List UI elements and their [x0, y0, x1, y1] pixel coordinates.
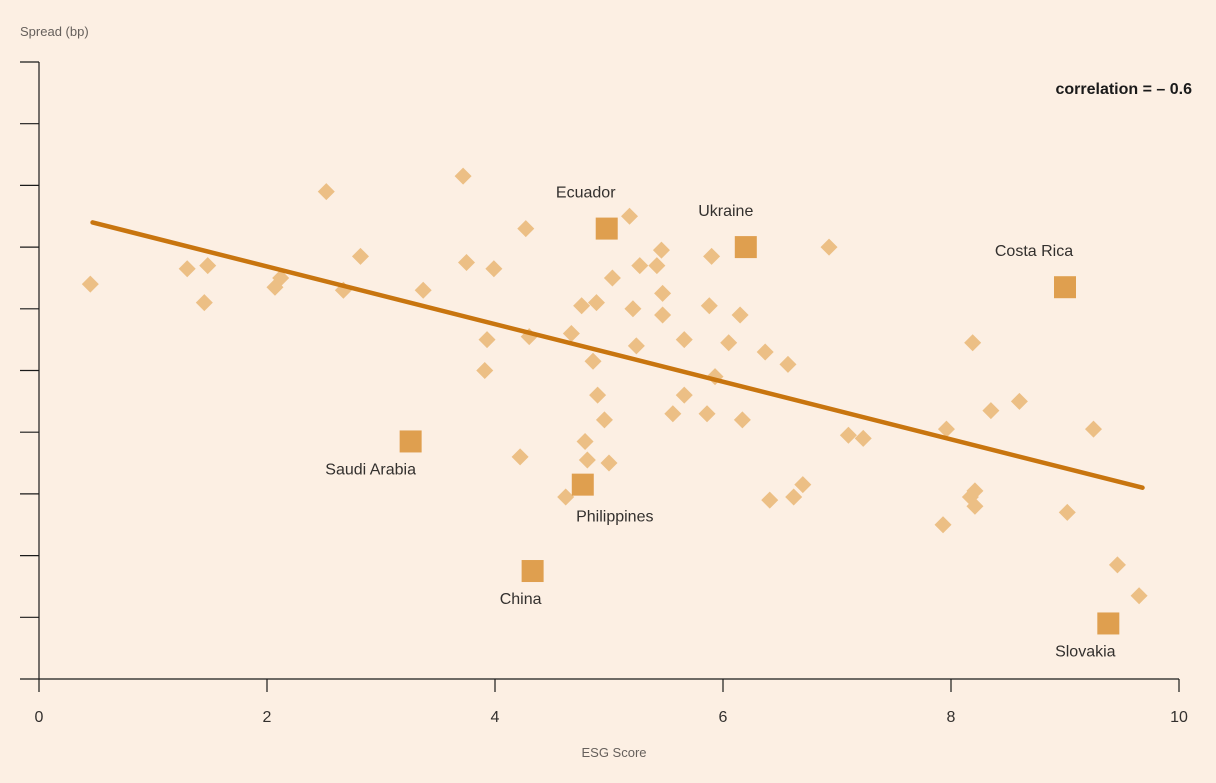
- country-label-ecuador: Ecuador: [556, 185, 616, 202]
- country-label-saudi-arabia: Saudi Arabia: [325, 461, 416, 478]
- data-point: [584, 352, 602, 370]
- data-point: [731, 306, 749, 324]
- data-point: [414, 281, 432, 299]
- data-point: [703, 247, 721, 265]
- data-point: [458, 254, 475, 272]
- data-point: [982, 402, 1000, 420]
- highlighted-points: Ecuador Ukraine Costa Rica Saudi Arabia Phil…: [325, 185, 1120, 660]
- data-point: [1085, 420, 1102, 438]
- data-point: [562, 324, 580, 342]
- highlight-marker-china: [521, 560, 544, 583]
- data-point: [195, 294, 213, 312]
- x-tick-label: 8: [947, 709, 956, 726]
- data-points: [81, 167, 1148, 605]
- x-axis-title: ESG Score: [581, 745, 646, 760]
- data-point: [272, 269, 290, 287]
- data-point: [654, 284, 672, 302]
- data-point: [937, 420, 955, 438]
- x-tick-label: 2: [263, 709, 272, 726]
- correlation-annotation: correlation = – 0.6: [1055, 81, 1192, 98]
- data-point: [587, 294, 605, 312]
- data-point: [652, 241, 670, 259]
- data-point: [81, 275, 99, 293]
- data-point: [720, 334, 738, 352]
- data-point: [178, 260, 196, 278]
- data-point: [675, 386, 693, 404]
- country-label-china: China: [500, 591, 542, 608]
- data-point: [1010, 392, 1028, 410]
- data-point: [631, 257, 649, 275]
- data-point: [648, 257, 666, 275]
- data-point: [573, 297, 591, 315]
- x-tick-label: 10: [1170, 709, 1188, 726]
- data-point: [485, 260, 503, 278]
- data-point: [351, 247, 369, 265]
- data-point: [199, 257, 217, 275]
- data-point: [654, 306, 672, 324]
- data-point: [476, 362, 494, 379]
- data-point: [576, 432, 594, 450]
- data-point: [1130, 587, 1148, 605]
- data-point: [779, 355, 797, 373]
- data-point: [934, 516, 952, 534]
- data-point: [603, 269, 621, 287]
- trend-line: [90, 220, 1145, 490]
- highlight-marker-saudi-arabia: [399, 430, 422, 453]
- data-point: [317, 183, 335, 201]
- highlight-marker-ukraine: [734, 236, 757, 259]
- country-label-philippines: Philippines: [576, 509, 653, 526]
- trend-line-group: [90, 220, 1145, 490]
- y-axis-title: Spread (bp): [20, 24, 89, 39]
- data-point: [621, 207, 639, 225]
- country-label-costa-rica: Costa Rica: [995, 243, 1073, 260]
- data-point: [785, 488, 803, 506]
- data-point: [756, 343, 774, 361]
- data-point: [700, 297, 718, 315]
- data-point: [761, 491, 779, 509]
- data-point: [595, 411, 613, 429]
- data-point: [854, 429, 872, 447]
- data-point: [589, 386, 607, 404]
- data-point: [557, 488, 575, 506]
- data-point: [478, 331, 496, 349]
- data-point: [964, 334, 982, 352]
- data-point: [733, 411, 751, 429]
- highlight-marker-slovakia: [1097, 612, 1120, 635]
- axes: 0 2 4 6 8 10: [20, 61, 1188, 726]
- data-point: [698, 405, 716, 423]
- highlight-marker-costa-rica: [1054, 276, 1076, 299]
- data-point: [966, 497, 984, 515]
- data-point: [627, 337, 645, 355]
- x-tick-label: 0: [35, 709, 44, 726]
- data-point: [1108, 556, 1126, 574]
- country-label-ukraine: Ukraine: [698, 203, 753, 220]
- data-point: [600, 454, 618, 472]
- country-label-slovakia: Slovakia: [1055, 643, 1116, 660]
- data-point: [966, 482, 984, 500]
- data-point: [578, 451, 596, 469]
- data-point: [820, 238, 838, 256]
- data-point: [839, 426, 857, 444]
- data-point: [454, 167, 472, 185]
- data-point: [517, 220, 535, 238]
- x-tick-label: 6: [719, 709, 728, 726]
- data-point: [1058, 503, 1076, 521]
- data-point: [511, 448, 529, 466]
- data-point: [794, 476, 812, 494]
- data-point: [624, 300, 642, 318]
- highlight-marker-philippines: [571, 473, 594, 496]
- data-point: [675, 331, 693, 349]
- highlight-marker-ecuador: [595, 217, 618, 240]
- x-tick-label: 4: [491, 709, 500, 726]
- data-point: [664, 405, 682, 423]
